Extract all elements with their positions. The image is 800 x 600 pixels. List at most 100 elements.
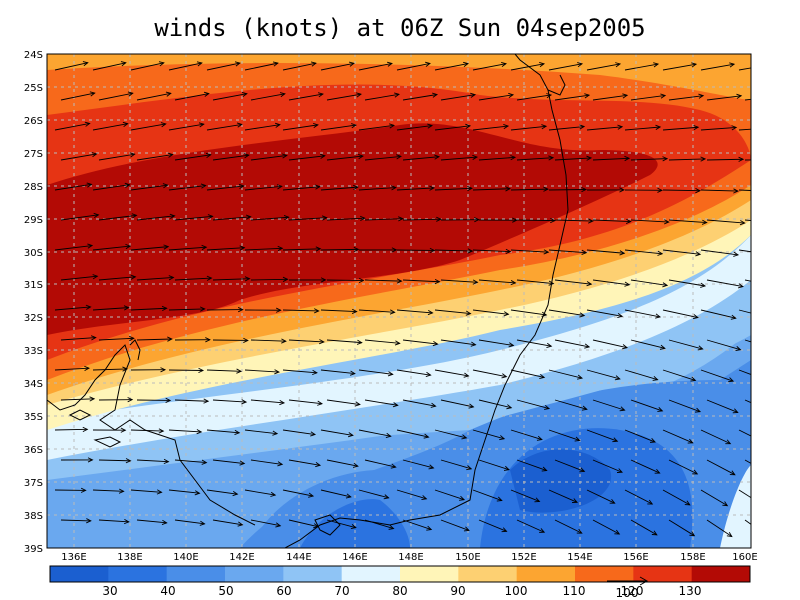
wind-vector — [54, 428, 88, 431]
wind-vector-head — [501, 373, 508, 379]
lat-label: 25S — [24, 83, 43, 94]
wind-vector — [326, 217, 365, 221]
wind-vector-head — [127, 397, 134, 403]
wind-vector — [510, 249, 549, 253]
wind-vector — [554, 279, 592, 285]
wind-vector — [320, 369, 355, 375]
wind-vector — [358, 187, 396, 191]
lon-label: 140E — [173, 552, 198, 563]
wind-vector-head — [427, 310, 434, 316]
wind-vector-head — [584, 93, 591, 99]
wind-vector — [168, 123, 204, 131]
lat-label: 33S — [24, 346, 43, 357]
wind-vector-head — [586, 281, 593, 287]
wind-vector-head — [690, 376, 697, 382]
wind-vector — [700, 189, 738, 192]
wind-vector-head — [203, 91, 210, 97]
wind-vector-head — [544, 404, 551, 410]
wind-vector — [168, 369, 204, 371]
wind-vector-head — [312, 369, 318, 376]
wind-vector — [168, 308, 205, 311]
wind-vector — [548, 309, 585, 317]
wind-vector — [206, 369, 242, 372]
wind-vector-head — [619, 406, 626, 412]
wind-vector-head — [466, 465, 473, 471]
wind-vector — [358, 369, 393, 375]
wind-vector — [700, 369, 734, 382]
lat-label: 31S — [24, 280, 43, 291]
wind-vector-head — [205, 152, 212, 159]
wind-vector-head — [572, 498, 579, 503]
wind-vector-head — [434, 278, 441, 285]
wind-vector — [510, 125, 547, 131]
wind-vector — [358, 124, 395, 131]
wind-vector — [250, 399, 285, 404]
colorbar-labels: 30 40 50 60 70 80 90 100 110 120 130 — [102, 584, 701, 598]
wind-vector — [326, 339, 362, 344]
wind-vector — [174, 93, 209, 101]
wind-vector-head — [118, 488, 125, 494]
wind-vector — [624, 249, 663, 255]
wind-vector — [136, 92, 171, 101]
wind-vector — [174, 459, 207, 464]
wind-vector-head — [647, 499, 654, 505]
wind-vector — [434, 429, 467, 439]
lat-label: 26S — [24, 116, 43, 127]
wind-vector — [738, 67, 751, 71]
wind-vector-head — [695, 188, 701, 194]
wind-vector-head — [684, 500, 691, 506]
wind-vector — [548, 489, 578, 503]
lon-label: 150E — [455, 552, 480, 563]
wind-vector-head — [739, 220, 746, 226]
wind-vector-head — [543, 249, 550, 255]
lon-label: 146E — [342, 552, 367, 563]
wind-vector-head — [501, 61, 508, 68]
wind-vector-head — [662, 282, 669, 288]
colorbar-label: 30 — [102, 584, 117, 598]
wind-vector — [174, 519, 205, 525]
wind-vector — [244, 247, 283, 251]
wind-vector — [136, 459, 169, 463]
wind-vector — [586, 369, 620, 380]
wind-vector-head — [737, 283, 744, 289]
wind-vector — [472, 188, 510, 191]
wind-vector-head — [389, 309, 396, 315]
wind-vector — [668, 279, 706, 287]
lat-label: 36S — [24, 445, 43, 456]
wind-vector — [472, 309, 509, 315]
wind-vector-head — [313, 308, 320, 314]
wind-vector-head — [206, 275, 213, 281]
wind-vector-head — [168, 275, 175, 281]
wind-vector-head — [539, 528, 546, 533]
wind-vector — [282, 124, 318, 131]
wind-vector-head — [472, 279, 479, 285]
wind-vector-head — [429, 185, 435, 191]
wind-vector-head — [198, 122, 205, 128]
wind-vector — [364, 459, 396, 468]
wind-vector — [738, 309, 751, 314]
wind-vector — [738, 429, 751, 437]
wind-vector — [212, 93, 247, 101]
wind-vector-head — [129, 335, 135, 342]
wind-vector-head — [576, 528, 583, 534]
wind-vector-head — [199, 306, 206, 312]
wind-vector-head — [468, 403, 475, 409]
colorbar-swatch — [225, 566, 284, 582]
wind-vector-head — [614, 529, 621, 535]
wind-vector — [212, 399, 247, 403]
wind-vector-head — [581, 249, 588, 255]
wind-vector-head — [581, 186, 587, 193]
wind-vector-head — [536, 435, 543, 441]
wind-vector-head — [586, 155, 593, 161]
wind-vector-head — [421, 495, 428, 501]
wind-vector-head — [241, 91, 248, 98]
wind-vector-head — [700, 156, 707, 162]
wind-vector — [396, 187, 434, 191]
wind-vector — [326, 279, 364, 281]
wind-vector — [364, 399, 398, 406]
wind-vector-head — [625, 218, 632, 224]
wind-vector-head — [766, 378, 771, 382]
wind-vector — [364, 218, 403, 221]
wind-vector — [478, 519, 507, 532]
wind-vector — [554, 219, 593, 222]
